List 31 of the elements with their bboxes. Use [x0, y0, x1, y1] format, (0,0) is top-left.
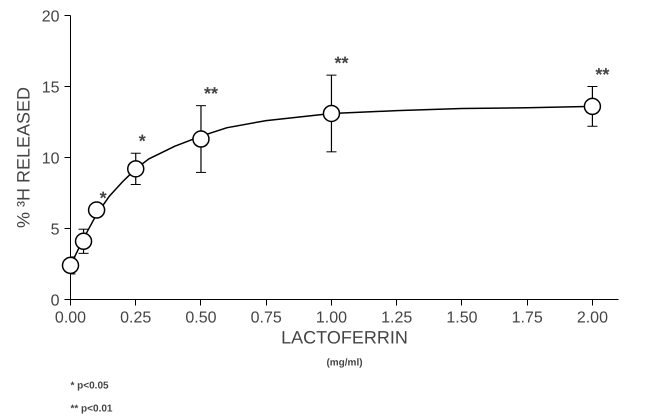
- y-tick-label: 20: [42, 8, 60, 26]
- x-tick-label: 0.50: [185, 310, 217, 326]
- point: [584, 98, 602, 116]
- y-tick-label: 15: [42, 80, 60, 96]
- x-tick-label: 1.00: [316, 310, 348, 326]
- point: [192, 130, 210, 148]
- text: * p<0.05: [70, 380, 110, 392]
- point: [126, 160, 144, 178]
- annotation: *: [100, 188, 107, 208]
- annotation: **: [334, 53, 348, 74]
- point: [62, 256, 80, 274]
- annotation: *: [138, 131, 146, 152]
- annotation: **: [595, 64, 610, 84]
- x-tick-label: 2.00: [576, 310, 608, 326]
- x-tick-label: 0.25: [120, 310, 152, 326]
- text: ** p<0.01: [70, 404, 113, 414]
- y-tick-label: 5: [50, 222, 60, 238]
- point: [88, 201, 106, 219]
- y-tick-label: 0: [50, 292, 60, 310]
- annotation: **: [204, 84, 218, 104]
- point: [74, 232, 92, 250]
- point: [322, 104, 340, 122]
- x-tick-label: 1.50: [446, 310, 478, 326]
- x-tick-label: 0.75: [250, 310, 282, 326]
- x-axis-title: LACTOFERRIN: [281, 328, 408, 348]
- x-tick-label: 1.25: [381, 310, 412, 326]
- y-tick-label: 10: [42, 150, 60, 168]
- text: (mg/ml): [326, 358, 363, 368]
- x-tick-label: 0.00: [54, 310, 86, 326]
- x-tick-label: 1.75: [512, 310, 543, 326]
- y-axis-title: % ³H RELEASED: [14, 86, 34, 228]
